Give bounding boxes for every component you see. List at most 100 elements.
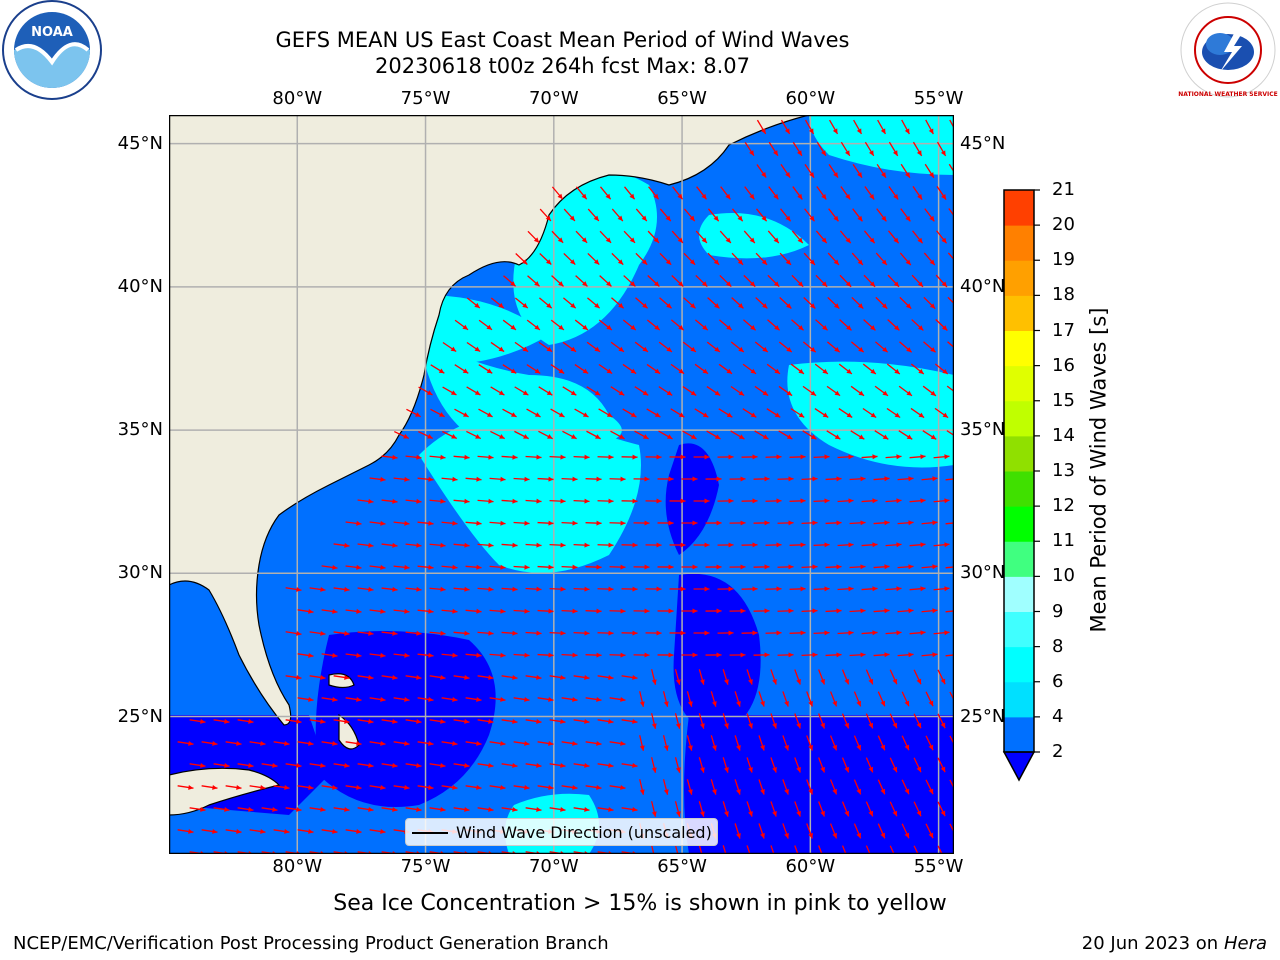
wave-vector <box>333 630 350 636</box>
wave-vector <box>686 735 693 751</box>
wave-vector <box>754 341 769 353</box>
wave-vector <box>838 363 853 375</box>
wave-vector <box>309 630 326 636</box>
wave-vector <box>609 608 626 614</box>
wave-vector <box>734 779 741 795</box>
wave-vector <box>899 252 912 266</box>
wave-vector <box>333 762 350 768</box>
wave-vector <box>910 407 925 419</box>
wave-vector <box>818 669 826 685</box>
colorbar-tick-label: 8 <box>1052 635 1064 657</box>
wave-vector <box>585 608 602 614</box>
wave-vector <box>514 341 529 353</box>
sea-ice-note: Sea Ice Concentration > 15% is shown in … <box>333 891 947 916</box>
wave-vector <box>634 386 649 396</box>
wave-vector <box>683 252 696 266</box>
wave-vector <box>586 341 601 353</box>
footer-date: 20 Jun 2023 on Hera <box>1082 933 1267 954</box>
wave-vector <box>925 779 934 795</box>
wave-vector <box>681 476 698 482</box>
wave-vector <box>513 652 530 658</box>
wave-vector <box>417 476 434 482</box>
wave-vector <box>393 784 410 790</box>
wave-vector <box>651 713 657 729</box>
wave-vector <box>549 498 566 504</box>
wave-vector <box>818 801 826 817</box>
wave-vector <box>489 784 506 790</box>
wave-vector <box>297 828 314 834</box>
wave-vector <box>899 296 912 310</box>
wave-vector <box>453 630 470 636</box>
wave-vector <box>417 784 434 790</box>
wave-vector <box>742 363 757 375</box>
wave-vector <box>345 608 362 614</box>
lon-tick-bottom: 80°W <box>272 856 323 877</box>
colorbar-segment <box>1004 471 1034 507</box>
wave-vector <box>910 363 925 375</box>
wave-vector <box>885 586 902 592</box>
wave-vector <box>885 454 902 460</box>
wave-vector <box>766 363 781 375</box>
wave-vector <box>853 823 862 839</box>
wave-vector <box>587 297 601 309</box>
wave-vector <box>852 163 863 179</box>
wave-vector <box>670 363 685 375</box>
wave-vector <box>913 713 922 729</box>
wave-vector <box>669 454 686 460</box>
wave-vector <box>441 696 458 702</box>
wave-vector <box>489 652 506 658</box>
wave-vector <box>345 828 362 834</box>
wave-vector <box>635 208 648 222</box>
wave-vector <box>633 564 650 570</box>
colorbar-extend-triangle <box>1002 751 1036 782</box>
wave-vector <box>841 801 850 817</box>
wave-vector <box>429 498 446 504</box>
wave-vector <box>651 801 657 817</box>
wave-vector <box>671 230 684 244</box>
colorbar-tick-label: 11 <box>1052 530 1075 552</box>
wave-vector <box>610 386 625 396</box>
wave-vector <box>633 520 650 526</box>
wave-vector <box>695 274 708 288</box>
lat-tick-left: 40°N <box>117 275 163 297</box>
wave-vector <box>662 735 669 751</box>
wave-vector <box>937 757 946 773</box>
colorbar-tick-label: 12 <box>1052 495 1075 517</box>
wave-vector <box>657 652 674 658</box>
wave-vector <box>753 564 770 570</box>
wave-vector <box>585 520 602 526</box>
wave-vector <box>753 652 770 658</box>
wave-vector <box>573 806 590 812</box>
wave-vector <box>909 454 926 460</box>
wave-vector <box>502 319 517 331</box>
lon-tick-bottom: 75°W <box>400 856 451 877</box>
wave-vector <box>573 630 590 636</box>
wave-vector <box>598 408 613 418</box>
wave-vector <box>201 828 218 834</box>
wave-vector <box>609 476 626 482</box>
wave-vector <box>743 274 756 288</box>
wave-vector <box>357 630 374 636</box>
wave-vector <box>921 564 938 570</box>
wave-vector <box>837 630 854 636</box>
wave-vector <box>442 430 458 440</box>
wave-vector <box>525 498 542 504</box>
wave-vector <box>669 630 686 636</box>
wave-vector <box>561 740 578 746</box>
wave-vector <box>634 430 649 440</box>
wave-vector <box>659 297 672 309</box>
wave-vector <box>633 608 650 614</box>
wave-vector <box>778 385 793 397</box>
wave-vector <box>501 454 518 460</box>
wave-vector <box>213 806 230 812</box>
nws-logo-text: NATIONAL WEATHER SERVICE <box>1178 91 1277 98</box>
wave-vector <box>489 696 506 702</box>
wave-vector <box>639 691 645 707</box>
wave-vector <box>549 586 566 592</box>
wave-vector <box>562 297 577 309</box>
wave-vector <box>877 779 886 795</box>
wave-vector <box>345 696 362 702</box>
wave-vector <box>849 564 866 570</box>
wave-vector <box>537 652 554 658</box>
chart-subtitle: 20230618 t00z 264h fcst Max: 8.07 <box>375 54 750 78</box>
